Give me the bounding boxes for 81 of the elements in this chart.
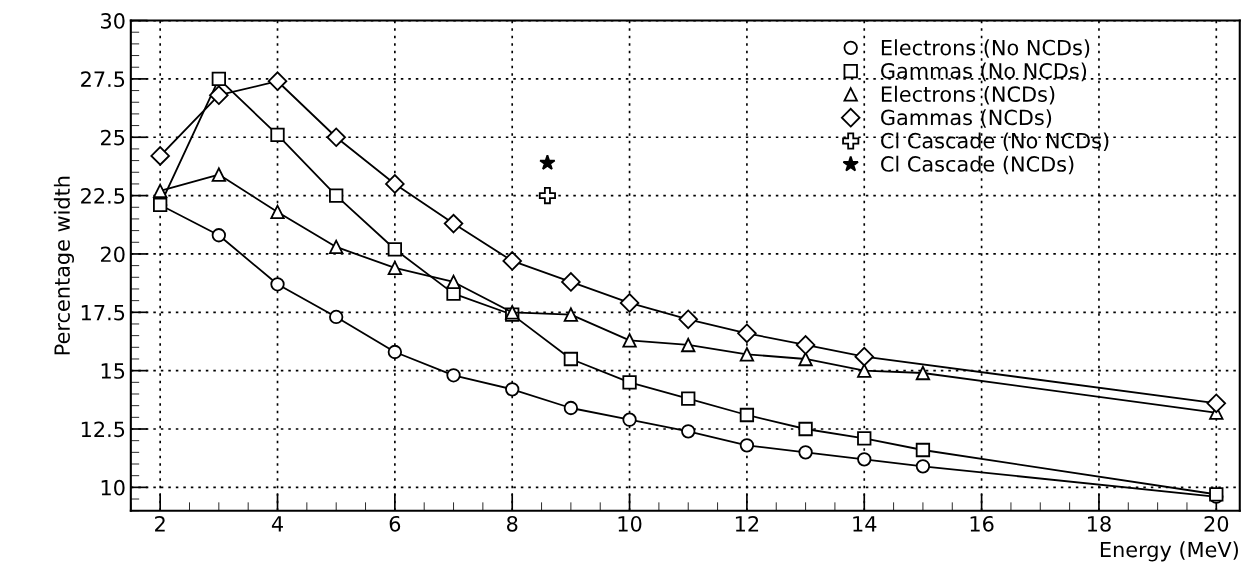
point — [622, 333, 637, 348]
x-tick-label: 18 — [1087, 515, 1111, 532]
point — [505, 382, 520, 397]
point — [915, 365, 931, 381]
x-tick-label: 20 — [1204, 515, 1229, 532]
point — [737, 323, 757, 344]
y-tick-label: 30 — [101, 13, 125, 29]
point — [798, 351, 813, 367]
point — [150, 146, 170, 166]
point — [1206, 393, 1227, 414]
y-tick-label: 22.5 — [81, 188, 125, 204]
point — [443, 213, 464, 234]
point — [209, 85, 229, 105]
point — [857, 363, 872, 378]
y-tick-label: 17.5 — [81, 305, 125, 321]
point — [502, 251, 522, 271]
y-axis-title: Percentage width — [53, 176, 75, 355]
point — [561, 272, 581, 292]
point — [329, 239, 344, 255]
point — [681, 391, 696, 406]
point — [270, 127, 285, 143]
point — [915, 442, 931, 458]
y-tick-label: 25 — [100, 129, 125, 146]
legend-label: Gammas (NCDs) — [881, 109, 1052, 128]
point — [270, 277, 285, 292]
point — [211, 167, 226, 182]
point — [619, 293, 640, 313]
point — [329, 309, 344, 325]
legend-label: Cl Cascade (No NCDs) — [881, 132, 1109, 152]
point — [267, 71, 288, 91]
point — [739, 347, 755, 362]
point — [678, 309, 698, 330]
point — [798, 421, 813, 437]
y-tick-label: 27.5 — [81, 71, 125, 88]
point — [795, 335, 816, 355]
point — [681, 424, 696, 439]
x-axis-title: Energy (MeV) — [1100, 541, 1238, 562]
point — [387, 242, 403, 257]
legend-label: Gammas (No NCDs) — [881, 62, 1087, 82]
point — [854, 346, 874, 367]
x-tick-label: 4 — [271, 516, 283, 532]
x-tick-label: 12 — [735, 515, 759, 532]
point — [446, 274, 461, 290]
point — [211, 71, 226, 87]
point — [681, 337, 696, 353]
point — [385, 174, 405, 194]
point — [387, 344, 403, 360]
point — [446, 368, 461, 383]
x-tick-label: 14 — [853, 516, 877, 532]
point — [538, 187, 556, 205]
point — [329, 188, 344, 203]
point — [563, 351, 579, 367]
point — [153, 183, 168, 199]
x-tick-label: 2 — [155, 515, 165, 532]
point — [857, 431, 872, 446]
point — [563, 307, 579, 322]
y-tick-label: 20 — [100, 246, 125, 263]
point — [622, 412, 637, 427]
legend-label: Cl Cascade (NCDs) — [881, 155, 1074, 175]
y-tick-label: 15 — [101, 363, 125, 379]
point — [622, 375, 637, 390]
point — [539, 154, 556, 171]
point — [153, 197, 168, 213]
point — [326, 127, 346, 147]
point — [739, 438, 755, 453]
point — [915, 459, 931, 474]
point — [739, 407, 755, 423]
y-tick-label: 12.5 — [81, 421, 125, 438]
point — [563, 400, 579, 416]
y-tick-label: 10 — [101, 479, 125, 496]
x-tick-label: 16 — [970, 515, 994, 532]
point — [211, 228, 226, 243]
x-tick-label: 10 — [618, 515, 642, 532]
x-tick-label: 8 — [507, 515, 518, 532]
legend-label: Electrons (No NCDs) — [881, 39, 1090, 58]
point — [387, 260, 403, 276]
legend-label: Electrons (NCDs) — [881, 85, 1055, 105]
point — [270, 204, 285, 220]
point — [798, 445, 813, 460]
x-tick-label: 6 — [389, 515, 401, 532]
point — [857, 452, 872, 467]
